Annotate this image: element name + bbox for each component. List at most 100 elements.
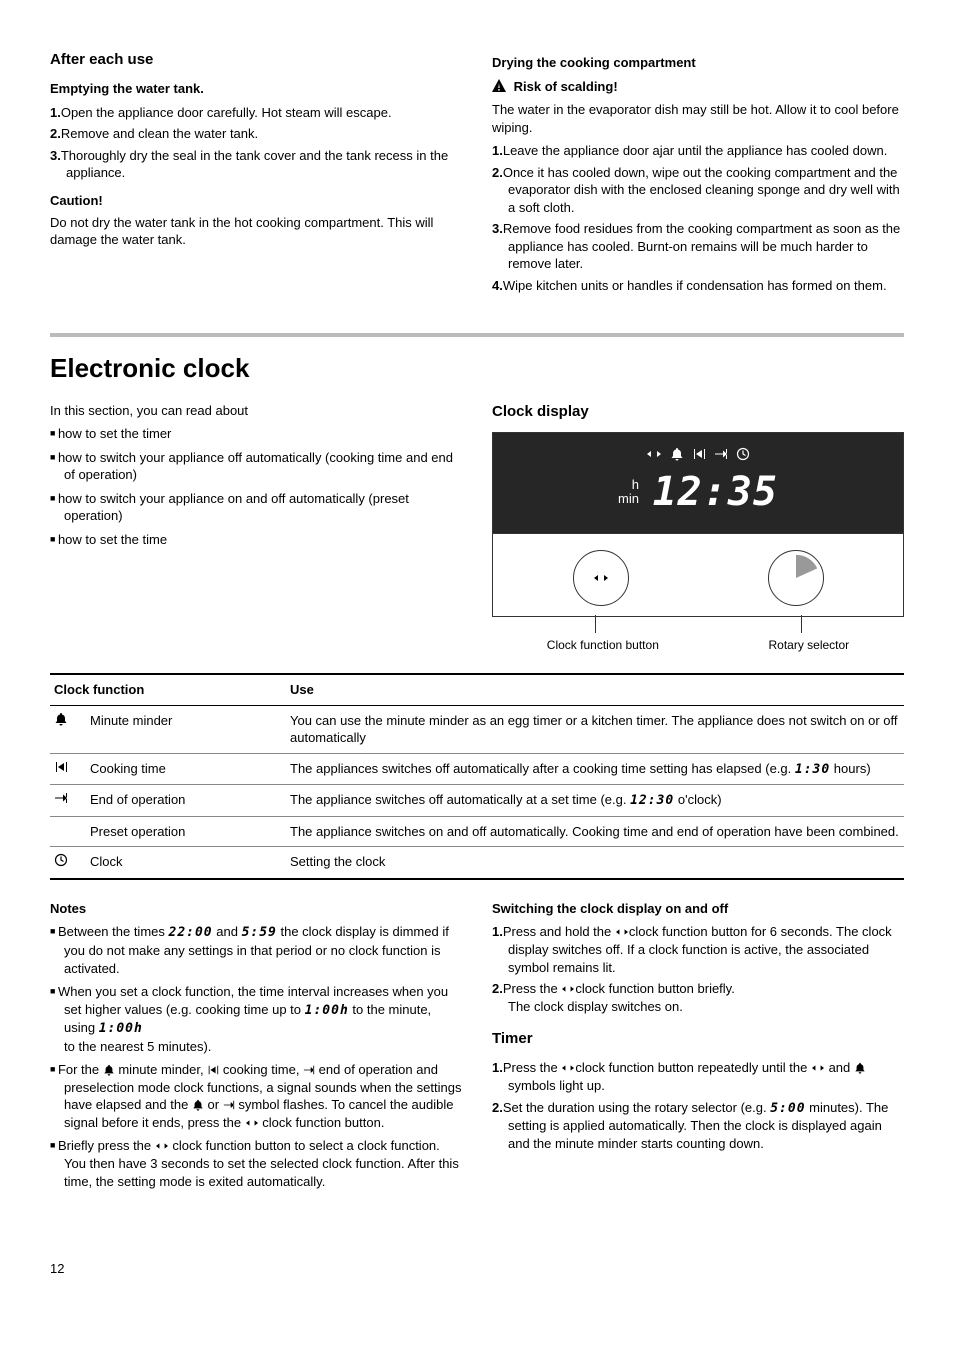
risk-text: The water in the evaporator dish may sti… <box>492 101 904 136</box>
step-item: 2.Set the duration using the rotary sele… <box>492 1099 904 1153</box>
clock-time-readout: 12:35 <box>653 465 778 519</box>
notes-list: Between the times 22:00 and 5:59 the clo… <box>50 923 462 1190</box>
notes-row: Notes Between the times 22:00 and 5:59 t… <box>50 896 904 1200</box>
after-each-use-section: After each use Emptying the water tank. … <box>50 50 904 305</box>
step-item: 2.Once it has cooled down, wipe out the … <box>492 164 904 217</box>
lr-arrows-icon <box>245 1117 259 1129</box>
row-name: Cooking time <box>86 753 286 785</box>
row-use: The appliance switches off automatically… <box>286 785 904 817</box>
notes-col: Notes Between the times 22:00 and 5:59 t… <box>50 896 462 1200</box>
clock-lcd: h min 12:35 <box>493 433 903 533</box>
lr-arrows-icon <box>592 571 610 585</box>
clock-function-button[interactable] <box>573 550 629 606</box>
step-item: 3.Remove food residues from the cooking … <box>492 220 904 273</box>
unit-min: min <box>618 491 639 506</box>
table-header-use: Use <box>286 674 904 705</box>
drying-steps: 1.Leave the appliance door ajar until th… <box>492 142 904 294</box>
lr-arrows-icon <box>561 983 575 995</box>
table-row: Minute minder You can use the minute min… <box>50 705 904 753</box>
clock-function-table: Clock function Use Minute minder You can… <box>50 673 904 880</box>
step-item: 4.Wipe kitchen units or handles if conde… <box>492 277 904 295</box>
table-row: Preset operation The appliance switches … <box>50 816 904 847</box>
step-item: 2.Remove and clean the water tank. <box>50 125 462 143</box>
bell-icon <box>854 1062 866 1074</box>
switching-heading: Switching the clock display on and off <box>492 900 904 918</box>
bell-icon <box>192 1099 204 1111</box>
end-operation-icon <box>303 1064 315 1076</box>
clock-intro-left: In this section, you can read about how … <box>50 402 462 653</box>
clock-display-col: Clock display h min <box>492 402 904 653</box>
lr-arrows-icon <box>615 926 629 938</box>
lr-arrows-icon <box>811 1062 825 1074</box>
bell-icon <box>670 447 684 461</box>
step-item: 3.Thoroughly dry the seal in the tank co… <box>50 147 462 182</box>
row-use: The appliances switches off automaticall… <box>286 753 904 785</box>
left-column: After each use Emptying the water tank. … <box>50 50 462 305</box>
row-name: Clock <box>86 847 286 879</box>
clock-display-figure: h min 12:35 <box>492 432 904 617</box>
clock-icon <box>54 853 68 867</box>
rotary-wedge-icon <box>769 550 823 606</box>
note-item: When you set a clock function, the time … <box>50 983 462 1055</box>
electronic-clock-heading: Electronic clock <box>50 351 904 386</box>
step-text: Open the appliance door carefully. Hot s… <box>61 105 392 120</box>
emptying-steps: 1.Open the appliance door carefully. Hot… <box>50 104 462 182</box>
caution-text: Do not dry the water tank in the hot coo… <box>50 214 462 249</box>
step-text: Once it has cooled down, wipe out the co… <box>503 165 900 215</box>
intro-text: In this section, you can read about <box>50 402 462 420</box>
step-text: Remove food residues from the cooking co… <box>503 221 900 271</box>
row-use: The appliance switches on and off automa… <box>286 816 904 847</box>
lr-arrows-icon <box>561 1062 575 1074</box>
emptying-subheading: Emptying the water tank. <box>50 80 462 98</box>
step-text: Leave the appliance door ajar until the … <box>503 143 888 158</box>
intro-bullets: how to set the timer how to switch your … <box>50 425 462 548</box>
step-text: Remove and clean the water tank. <box>61 126 258 141</box>
right-column: Drying the cooking compartment Risk of s… <box>492 50 904 305</box>
bell-icon <box>103 1064 115 1076</box>
row-name: End of operation <box>86 785 286 817</box>
rotary-selector[interactable] <box>768 550 824 606</box>
table-row: Cooking time The appliances switches off… <box>50 753 904 785</box>
end-operation-icon <box>54 791 68 805</box>
cooking-time-icon <box>54 760 68 774</box>
timer-steps: 1.Press the clock function button repeat… <box>492 1059 904 1152</box>
unit-h: h <box>632 477 639 492</box>
caution-label: Caution! <box>50 192 462 210</box>
switching-steps: 1.Press and hold the clock function butt… <box>492 923 904 1015</box>
lr-arrows-icon <box>646 447 662 461</box>
lr-arrows-icon <box>155 1140 169 1152</box>
warning-icon <box>492 79 506 93</box>
end-operation-icon <box>223 1099 235 1111</box>
step-item: 1.Press the clock function button repeat… <box>492 1059 904 1094</box>
row-use: You can use the minute minder as an egg … <box>286 705 904 753</box>
table-row: End of operation The appliance switches … <box>50 785 904 817</box>
bell-icon <box>54 712 68 726</box>
end-operation-icon <box>714 447 728 461</box>
bullet-item: how to switch your appliance off automat… <box>50 449 462 484</box>
cooking-time-icon <box>692 447 706 461</box>
note-item: Briefly press the clock function button … <box>50 1137 462 1190</box>
step-item: 1.Leave the appliance door ajar until th… <box>492 142 904 160</box>
switching-timer-col: Switching the clock display on and off 1… <box>492 896 904 1200</box>
notes-heading: Notes <box>50 900 462 918</box>
step-item: 1.Open the appliance door carefully. Hot… <box>50 104 462 122</box>
step-text: Thoroughly dry the seal in the tank cove… <box>61 148 448 181</box>
bullet-item: how to set the time <box>50 531 462 549</box>
row-name: Preset operation <box>86 816 286 847</box>
risk-label: Risk of scalding! <box>514 79 618 94</box>
drying-subheading: Drying the cooking compartment <box>492 54 904 72</box>
section-divider <box>50 333 904 337</box>
bullet-item: how to set the timer <box>50 425 462 443</box>
callout-lines <box>492 615 904 633</box>
clock-display-heading: Clock display <box>492 402 904 422</box>
clock-intro-row: In this section, you can read about how … <box>50 402 904 653</box>
risk-line: Risk of scalding! <box>492 78 904 96</box>
clock-mode-icons <box>503 447 893 461</box>
clock-units: h min <box>618 478 639 507</box>
table-row: Clock Setting the clock <box>50 847 904 879</box>
clock-controls <box>493 533 903 616</box>
clock-icon <box>736 447 750 461</box>
after-use-heading: After each use <box>50 50 462 70</box>
caption-button: Clock function button <box>547 637 659 653</box>
clock-captions: Clock function button Rotary selector <box>492 637 904 653</box>
